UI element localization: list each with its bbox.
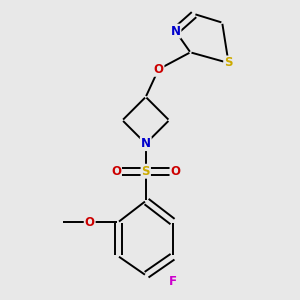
Text: O: O: [85, 216, 95, 229]
Text: S: S: [224, 56, 233, 70]
Text: S: S: [142, 165, 150, 178]
Text: O: O: [154, 63, 164, 76]
Text: O: O: [170, 165, 181, 178]
Text: N: N: [170, 25, 181, 38]
Text: O: O: [111, 165, 121, 178]
Text: N: N: [141, 137, 151, 150]
Text: F: F: [169, 275, 177, 288]
